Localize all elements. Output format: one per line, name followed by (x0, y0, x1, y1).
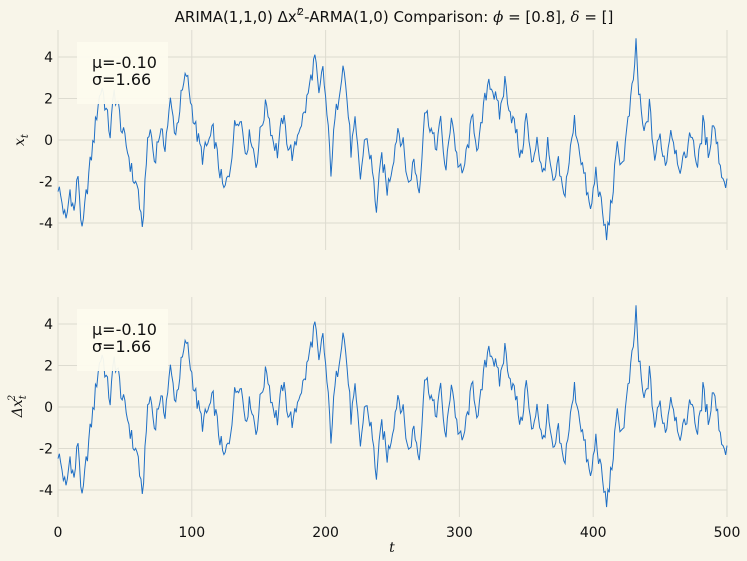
top-stats-box: μ=-0.10 σ=1.66 (77, 42, 168, 104)
title-superscript: 2 (298, 7, 304, 18)
bottom-xtick-label: 500 (714, 525, 741, 541)
title-subscript: t (297, 7, 302, 18)
bottom-ytick-label: 4 (44, 317, 53, 333)
bottom-stats-mean: μ=-0.10 (92, 320, 157, 339)
bottom-xtick-label: 400 (580, 525, 607, 541)
bottom-ylabel-subscript: t (18, 394, 29, 399)
bottom-xtick-label: 200 (312, 525, 339, 541)
bottom-ytick-label: -4 (39, 483, 53, 499)
bottom-ytick-label: 0 (44, 400, 53, 416)
title-part-1: ARIMA(1,1,0) Δx (175, 8, 297, 26)
bottom-x-axis-label: t (389, 540, 395, 556)
top-ytick-label: 2 (44, 91, 53, 107)
bottom-xtick-label: 100 (178, 525, 205, 541)
bottom-y-axis-label: Δxt2 (7, 394, 29, 418)
top-panel: -4 -2 0 2 4 μ=-0.10 σ=1.66 xt (12, 30, 728, 250)
top-y-axis-label: xt (12, 133, 31, 146)
top-stats-background (77, 42, 168, 104)
top-ytick-label: -4 (39, 216, 53, 232)
bottom-xtick-label: 0 (54, 525, 63, 541)
bottom-stats-std: σ=1.66 (92, 337, 151, 356)
figure-title: ARIMA(1,1,0) Δxt2-ARMA(1,0) Comparison: … (175, 7, 614, 26)
top-stats-mean: μ=-0.10 (92, 53, 157, 72)
top-ytick-label: -2 (39, 175, 53, 191)
bottom-x-ticks: 0 100 200 300 400 500 (54, 525, 741, 541)
title-part-2: -ARMA(1,0) Comparison: (304, 8, 493, 26)
bottom-ytick-label: 2 (44, 358, 53, 374)
top-y-ticks: -4 -2 0 2 4 (39, 50, 53, 232)
title-part-3: = [0.8], (503, 8, 570, 26)
bottom-xtick-label: 300 (446, 525, 473, 541)
bottom-line-layer (57, 305, 728, 508)
title-part-4: = [] (580, 8, 614, 26)
top-series-line (57, 38, 728, 241)
bottom-stats-box: μ=-0.10 σ=1.66 (77, 309, 168, 371)
bottom-ytick-label: -2 (39, 442, 53, 458)
top-grid (57, 30, 728, 250)
top-ylabel-subscript: t (20, 133, 31, 138)
bottom-stats-background (77, 309, 168, 371)
title-delta: δ (571, 8, 580, 26)
top-ytick-label: 4 (44, 50, 53, 66)
bottom-grid (57, 297, 728, 517)
bottom-ylabel-base: Δx (10, 399, 26, 418)
bottom-series-line (57, 305, 728, 508)
top-line-layer (57, 38, 728, 241)
bottom-y-ticks: -4 -2 0 2 4 (39, 317, 53, 499)
title-phi: ϕ (493, 8, 503, 26)
top-ytick-label: 0 (44, 133, 53, 149)
top-stats-std: σ=1.66 (92, 70, 151, 89)
bottom-ylabel-superscript: 2 (7, 395, 18, 402)
top-ylabel-base: x (12, 138, 28, 146)
